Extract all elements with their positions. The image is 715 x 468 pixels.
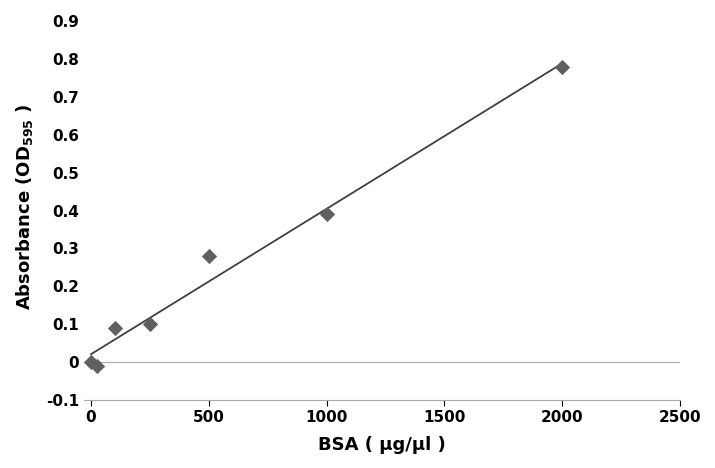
Point [144,320,156,328]
X-axis label: BSA ( μg/μl ): BSA ( μg/μl ) [318,436,445,454]
Point [109,324,120,331]
Point [556,63,568,71]
Point [85,358,97,366]
Point [92,362,103,369]
Y-axis label: Absorbance (OD$_{\mathbf{595}}$ ): Absorbance (OD$_{\mathbf{595}}$ ) [14,103,35,310]
Point [321,211,332,218]
Point [203,252,214,260]
